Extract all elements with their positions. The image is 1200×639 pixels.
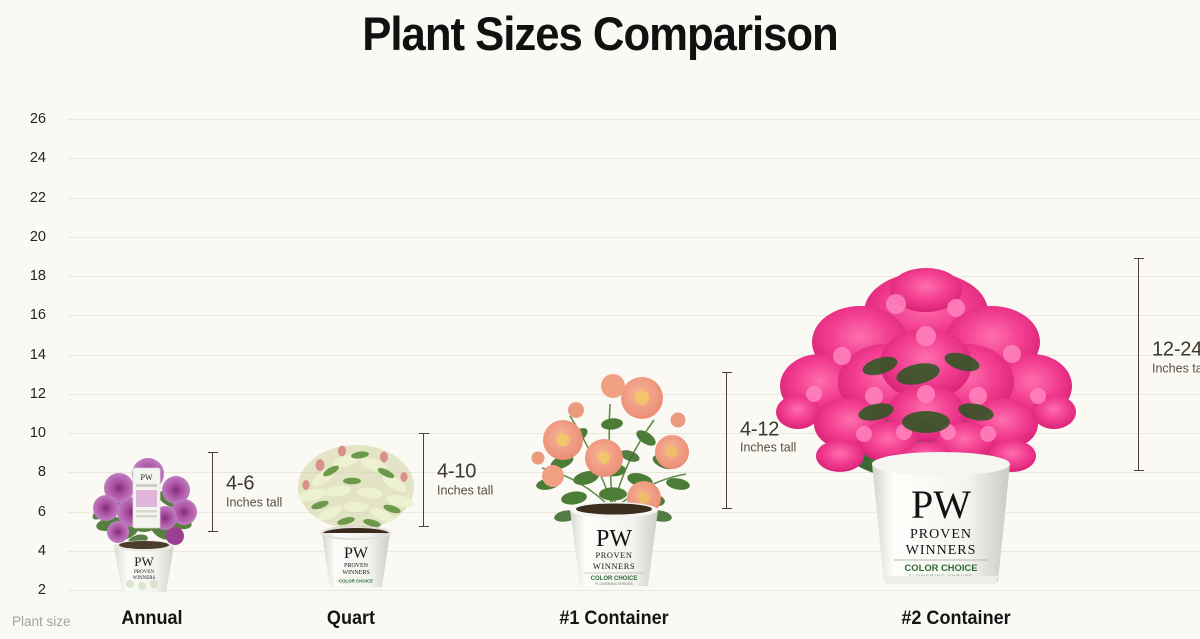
measure-cap-bottom	[208, 530, 218, 532]
measure-text: 4-12 Inches tall	[740, 419, 796, 456]
y-axis-tick-label: 6	[37, 504, 46, 520]
y-axis-tick-label: 24	[29, 150, 46, 166]
y-axis-tick-label: 16	[29, 307, 46, 323]
svg-text:PW: PW	[596, 526, 632, 552]
svg-text:PROVEN: PROVEN	[595, 551, 632, 560]
x-axis-tick-label-1: Quart	[326, 608, 376, 629]
svg-text:WINNERS: WINNERS	[906, 543, 977, 558]
svg-text:WINNERS: WINNERS	[342, 570, 369, 576]
y-axis-tick-label: 4	[37, 543, 46, 559]
plot-area: 26 24 22 20 18 16 14 12 10 8 6 4 2	[29, 111, 1200, 598]
measure-range: 12-24	[1152, 338, 1200, 361]
measure-text: 12-24 Inches tall	[1152, 338, 1200, 377]
plant-image-container-1: PW PROVEN WINNERS COLOR CHOICE FLOWERING…	[518, 358, 708, 596]
svg-text:PW: PW	[134, 554, 154, 569]
svg-text:PW: PW	[344, 545, 369, 562]
measure-line	[726, 372, 728, 509]
gridline	[68, 590, 1200, 591]
y-axis-tick-label: 18	[29, 268, 46, 284]
measure-line	[423, 433, 425, 527]
measure-unit: Inches tall	[437, 483, 494, 498]
x-axis-label: Plant size	[12, 614, 71, 629]
svg-text:COLOR CHOICE: COLOR CHOICE	[905, 562, 978, 573]
svg-text:PROVEN: PROVEN	[344, 563, 369, 569]
measure-line	[212, 452, 214, 532]
x-axis-tick-label-3: #2 Container	[901, 608, 1011, 629]
measure-cap-bottom	[722, 507, 732, 509]
svg-text:COLOR CHOICE: COLOR CHOICE	[591, 576, 638, 582]
measure-cap-bottom	[1134, 469, 1144, 471]
measure-text: 4-10 Inches tall	[437, 460, 494, 499]
annual-plant-illustration: PW PW PROVEN WINNERS	[92, 458, 197, 592]
svg-text:PROVEN: PROVEN	[910, 527, 972, 542]
svg-text:PW: PW	[141, 473, 153, 482]
plant-image-quart: PW PROVEN WINNERS COLOR CHOICE	[286, 425, 426, 595]
gridline	[68, 472, 1200, 473]
y-axis-tick-label: 14	[29, 347, 46, 363]
measure-cap-bottom	[419, 525, 429, 527]
svg-text:COLOR CHOICE: COLOR CHOICE	[339, 579, 373, 584]
measure-unit: Inches tall	[1152, 361, 1200, 376]
y-axis-tick-label: 2	[37, 582, 46, 598]
gridline	[68, 433, 1200, 434]
container2-plant-illustration: PW PROVEN WINNERS COLOR CHOICE FLOWERING…	[776, 268, 1076, 584]
page-title: Plant Sizes Comparison	[362, 7, 838, 60]
plant-image-container-2: PW PROVEN WINNERS COLOR CHOICE FLOWERING…	[776, 246, 1076, 596]
y-axis-tick-label: 20	[29, 229, 46, 245]
svg-text:PW: PW	[911, 482, 971, 527]
gridline	[68, 315, 1200, 316]
x-axis: Plant size Annual Quart #1 Container #2 Con…	[0, 600, 1200, 639]
svg-text:PROVEN: PROVEN	[134, 570, 154, 575]
y-axis-tick-label: 26	[29, 111, 46, 127]
gridline	[68, 119, 1200, 120]
gridline	[68, 276, 1200, 277]
y-axis-tick-label: 8	[37, 464, 46, 480]
y-axis-tick-label: 22	[29, 190, 46, 206]
measure-line	[1138, 258, 1140, 471]
container1-plant-illustration: PW PROVEN WINNERS COLOR CHOICE FLOWERING…	[531, 374, 690, 586]
y-axis-tick-label: 10	[29, 425, 46, 441]
x-axis-tick-label-2: #1 Container	[559, 608, 669, 629]
svg-text:WINNERS: WINNERS	[593, 562, 635, 571]
svg-text:WINNERS: WINNERS	[133, 576, 156, 581]
measure-unit: Inches tall	[226, 495, 283, 510]
quart-plant-illustration: PW PROVEN WINNERS COLOR CHOICE	[298, 445, 414, 587]
svg-text:FLOWERING SHRUBS: FLOWERING SHRUBS	[595, 582, 633, 586]
gridline	[68, 198, 1200, 199]
gridline	[68, 237, 1200, 238]
measure-unit: Inches tall	[740, 441, 797, 456]
plant-image-annual: PW PW PROVEN WINNERS	[80, 440, 208, 595]
measure-range: 4-6	[226, 472, 255, 495]
measure-text: 4-6 Inches tall	[226, 472, 283, 511]
x-axis-tick-label-0: Annual	[121, 608, 183, 629]
measure-range: 4-10	[437, 460, 477, 483]
gridline	[68, 355, 1200, 356]
y-axis-tick-label: 12	[29, 386, 46, 402]
measure-range: 4-12	[740, 418, 780, 441]
gridline	[68, 158, 1200, 159]
